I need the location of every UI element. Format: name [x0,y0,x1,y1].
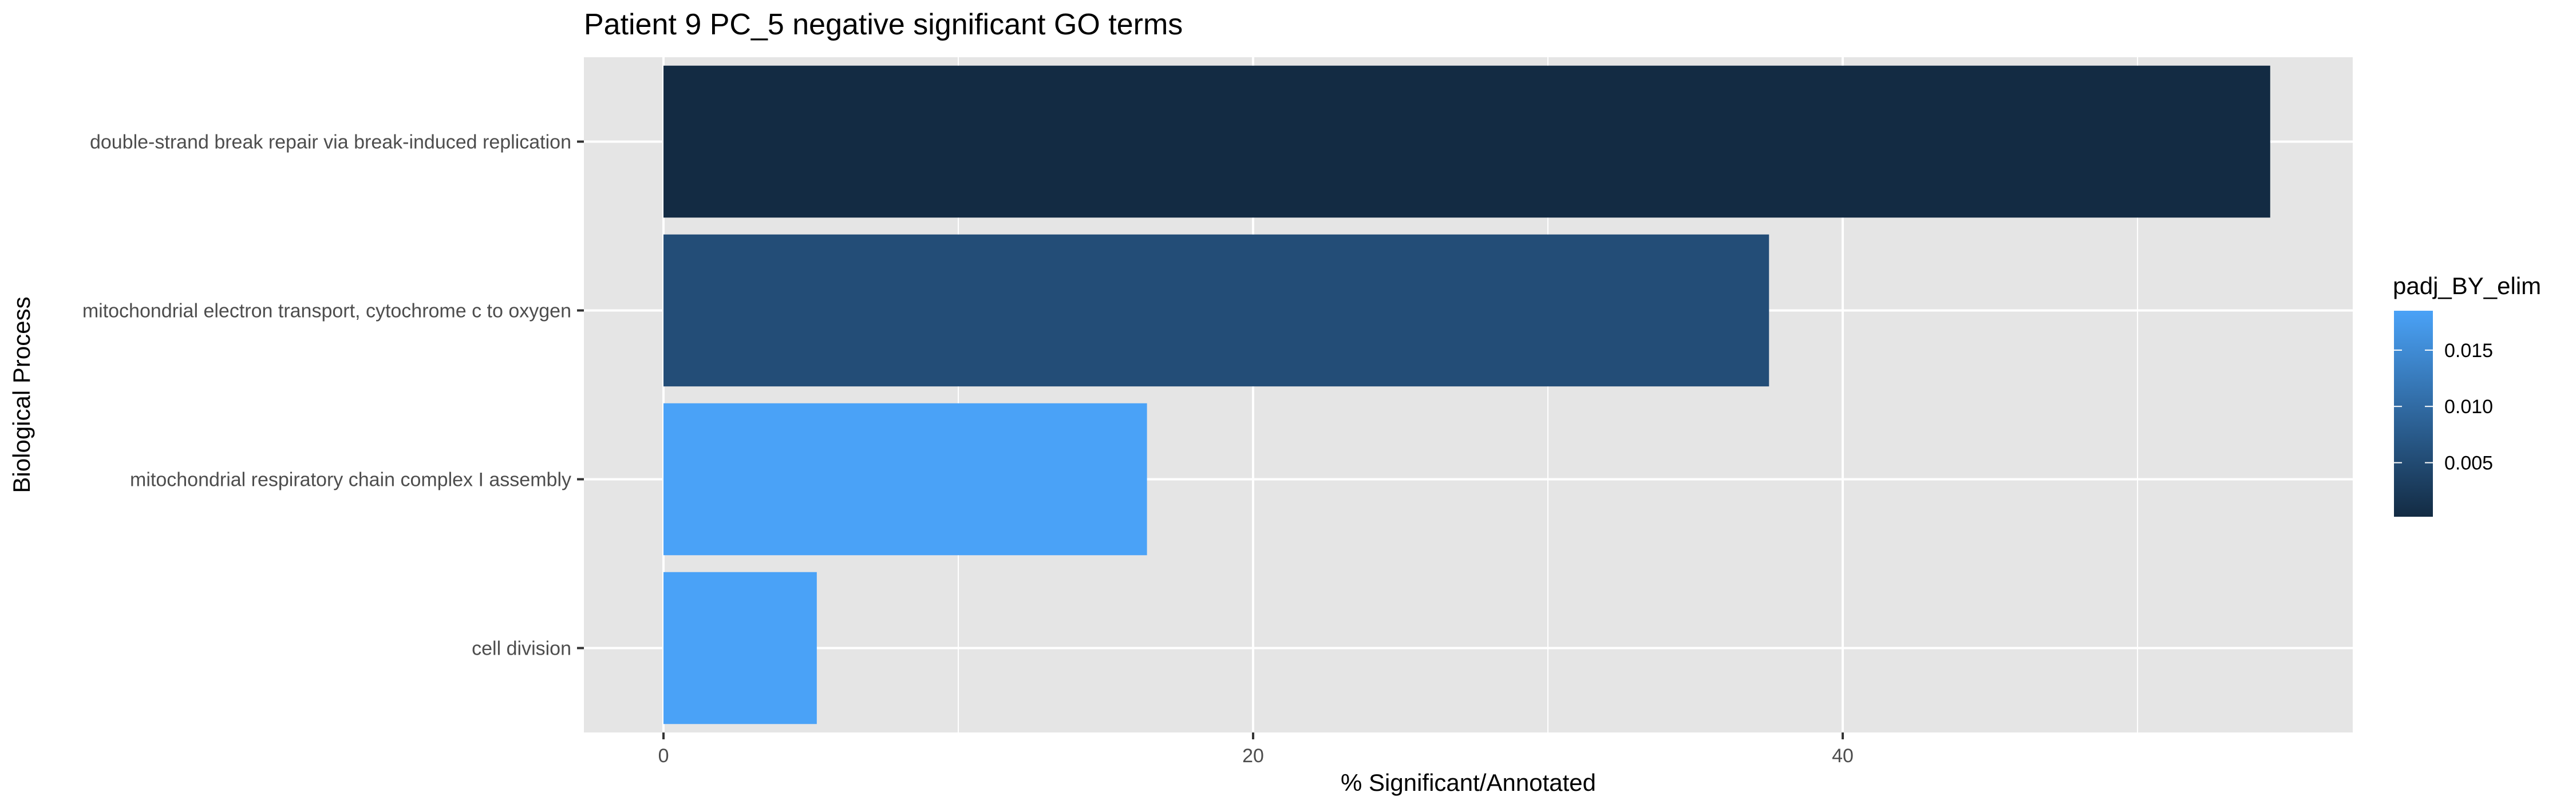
legend-tick-label: 0.015 [2444,340,2493,362]
y-axis: double-strand break repair via break-ind… [82,132,584,660]
chart-title: Patient 9 PC_5 negative significant GO t… [584,8,1183,41]
x-tick-label: 40 [1832,745,1854,767]
y-tick-label: mitochondrial electron transport, cytoch… [82,300,571,322]
x-tick-label: 20 [1242,745,1264,767]
legend-tick-label: 0.005 [2444,453,2493,474]
legend: padj_BY_elim 0.005 0.010 0.015 [2393,272,2541,517]
x-axis-title: % Significant/Annotated [1341,769,1596,796]
x-tick-label: 0 [658,745,669,767]
bar [663,65,2270,218]
y-tick-label: double-strand break repair via break-ind… [90,132,571,153]
x-axis: 0 20 40 [658,732,1854,767]
legend-tick-label: 0.010 [2444,396,2493,418]
legend-title: padj_BY_elim [2393,272,2541,299]
colorbar [2394,311,2433,517]
bar [663,234,1769,387]
y-axis-title: Biological Process [8,296,35,493]
legend-ticks: 0.005 0.010 0.015 [2394,340,2493,474]
bar [663,403,1147,556]
bar [663,572,817,724]
bars [663,65,2270,724]
y-tick-label: cell division [472,638,571,660]
y-tick-label: mitochondrial respiratory chain complex … [130,469,571,491]
